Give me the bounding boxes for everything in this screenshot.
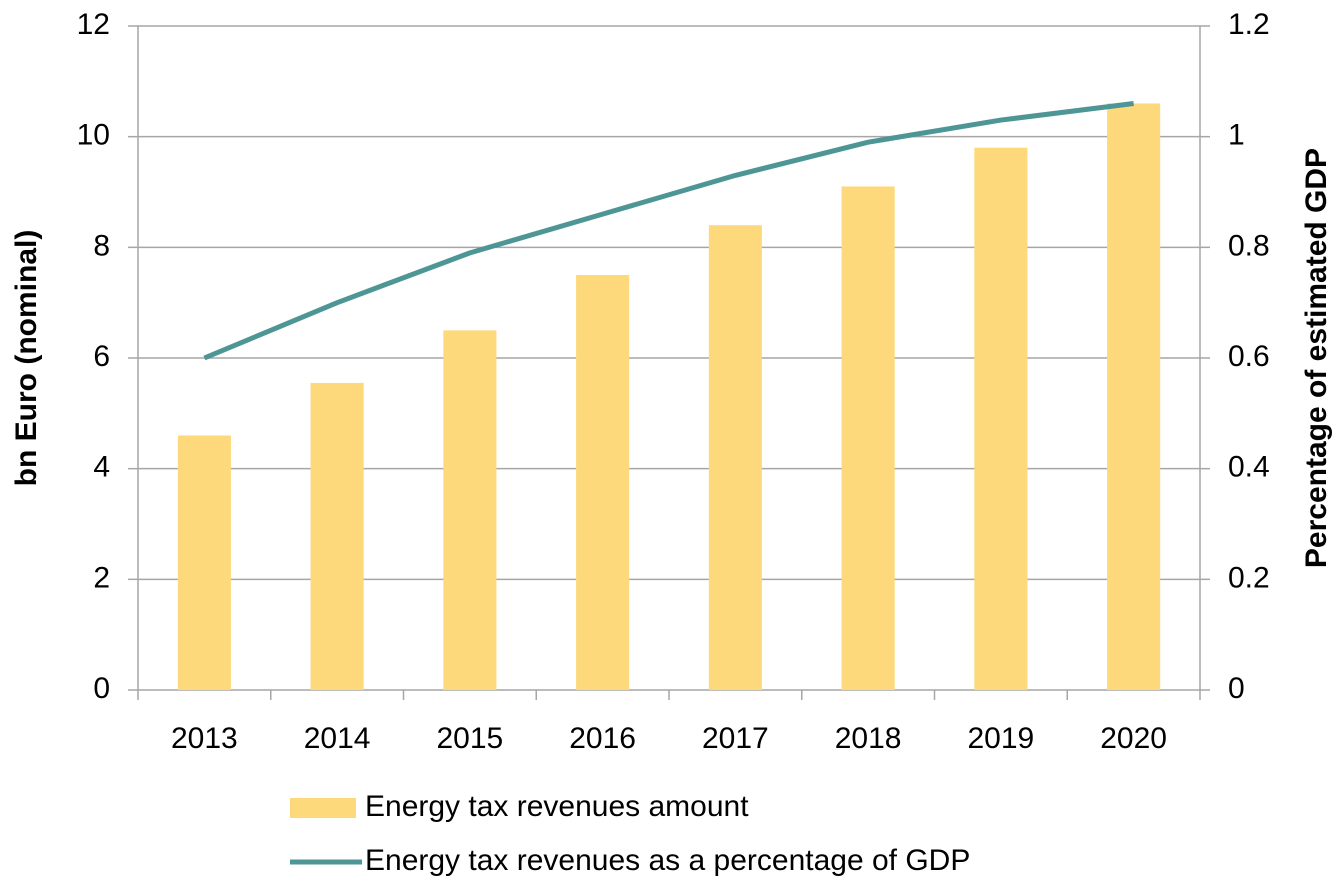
legend-swatch <box>290 798 356 818</box>
y2-tick-label: 1.2 <box>1228 8 1270 41</box>
x-tick-label: 2018 <box>835 722 902 755</box>
bar <box>310 382 364 690</box>
bar <box>177 435 231 690</box>
y2-tick-label: 0.6 <box>1228 340 1270 373</box>
x-tick-label: 2014 <box>304 722 371 755</box>
y2-tick-label: 0.2 <box>1228 561 1270 594</box>
y-tick-label: 10 <box>77 119 110 152</box>
x-tick-label: 2019 <box>968 722 1035 755</box>
line <box>203 100 1134 361</box>
y2-axis-title: Percentage of estimated GDP <box>1300 148 1333 568</box>
bar <box>1107 103 1161 690</box>
bar <box>708 225 762 690</box>
y-tick-label: 0 <box>93 672 110 705</box>
y-tick-label: 4 <box>93 451 110 484</box>
y2-tick-label: 1 <box>1228 119 1245 152</box>
x-tick-label: 2020 <box>1100 722 1167 755</box>
bar <box>443 330 497 690</box>
y-tick-label: 6 <box>93 340 110 373</box>
y-tick-label: 12 <box>77 8 110 41</box>
bar <box>974 147 1028 690</box>
bar <box>576 275 630 690</box>
x-tick-label: 2015 <box>437 722 504 755</box>
y-tick-label: 8 <box>93 229 110 262</box>
x-tick-label: 2013 <box>171 722 238 755</box>
x-tick-label: 2017 <box>702 722 769 755</box>
y2-tick-label: 0.8 <box>1228 229 1270 262</box>
y2-tick-label: 0 <box>1228 672 1245 705</box>
bar <box>841 186 895 690</box>
y-tick-label: 2 <box>93 561 110 594</box>
legend-label: Energy tax revenues amount <box>365 790 749 823</box>
legend-label: Energy tax revenues as a percentage of G… <box>365 844 970 877</box>
y2-tick-label: 0.4 <box>1228 451 1270 484</box>
y-axis-title: bn Euro (nominal) <box>10 230 43 487</box>
x-tick-label: 2016 <box>569 722 636 755</box>
